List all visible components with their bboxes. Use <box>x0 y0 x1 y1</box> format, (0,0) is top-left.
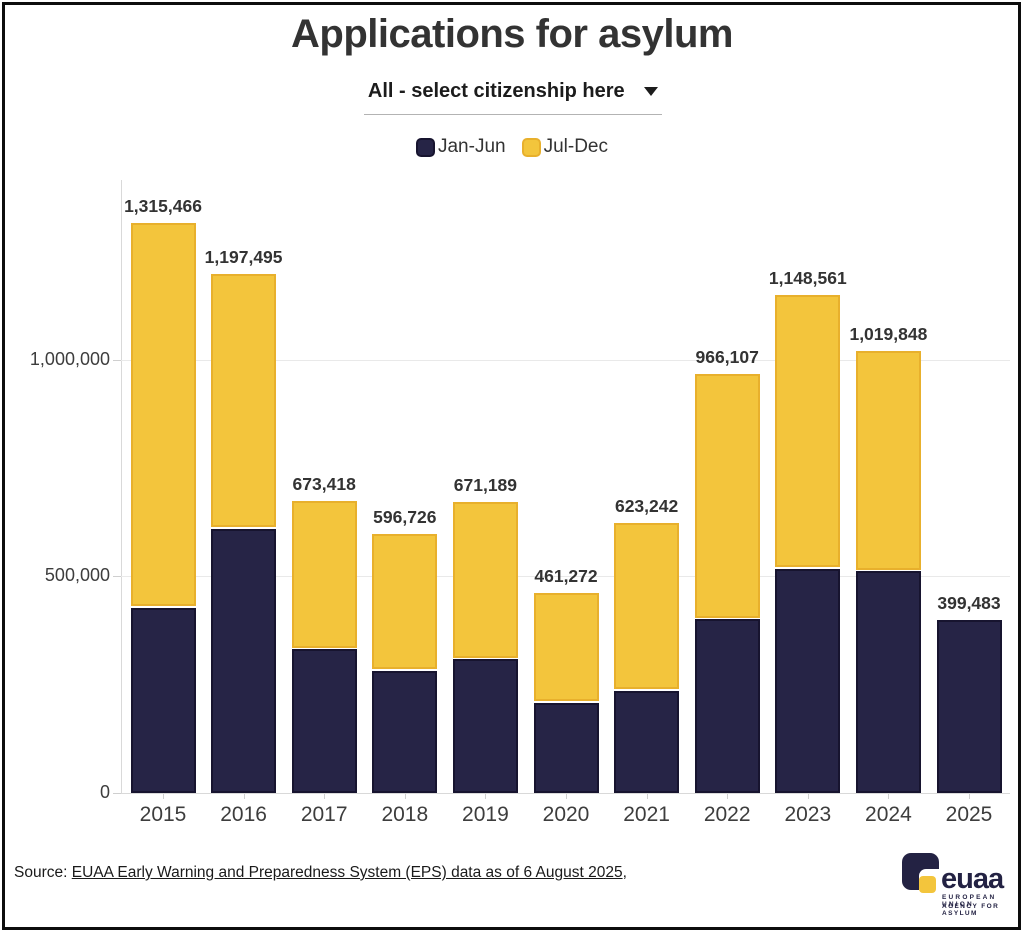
legend-item-jul-dec[interactable]: Jul-Dec <box>521 136 608 158</box>
bar-segment-jul-dec-2017[interactable] <box>291 501 357 648</box>
bar-total-label-2019: 671,189 <box>453 475 518 496</box>
bar-total-label-2016: 1,197,495 <box>204 246 283 267</box>
x-axis-label-2021: 2021 <box>623 803 670 826</box>
bar-total-label-2024: 1,019,848 <box>849 323 928 344</box>
bar-segment-jul-dec-2021[interactable] <box>614 522 680 690</box>
bar-segment-jul-dec-2018[interactable] <box>372 534 438 670</box>
bar-segment-jan-jun-2023[interactable] <box>775 568 841 793</box>
bar-total-label-2015: 1,315,466 <box>124 195 202 216</box>
bar-total-label-2023: 1,148,561 <box>768 268 847 289</box>
legend-item-jan-jun[interactable]: Jan-Jun <box>415 136 506 158</box>
x-axis-label-2016: 2016 <box>220 803 267 826</box>
gridline-1000000 <box>121 359 1010 361</box>
y-axis-tick <box>113 359 121 361</box>
bar-total-label-2017: 673,418 <box>292 474 356 495</box>
x-axis-tick <box>404 794 406 799</box>
bar-segment-jan-jun-2016[interactable] <box>211 528 277 793</box>
bar-segment-jul-dec-2019[interactable] <box>452 502 518 658</box>
bar-segment-jul-dec-2020[interactable] <box>533 593 599 702</box>
source-link[interactable]: EUAA Early Warning and Preparedness Syst… <box>71 864 623 881</box>
citizenship-dropdown[interactable]: All - select citizenship here <box>364 80 662 115</box>
gridline-0 <box>121 793 1010 794</box>
bar-total-label-2022: 966,107 <box>695 347 759 368</box>
bar-segment-jul-dec-2024[interactable] <box>855 350 921 570</box>
legend-label: Jan-Jun <box>437 136 506 157</box>
legend-swatch-icon <box>415 137 435 157</box>
x-axis-label-2024: 2024 <box>865 803 912 826</box>
legend-label: Jul-Dec <box>543 136 608 157</box>
bar-segment-jan-jun-2022[interactable] <box>694 619 760 793</box>
x-axis-tick <box>324 794 326 799</box>
source-prefix: Source: <box>14 864 72 881</box>
y-axis-tick-label: 0 <box>99 782 110 802</box>
source-suffix: , <box>622 864 627 881</box>
y-axis-tick-label: 1,000,000 <box>29 348 110 369</box>
x-axis-tick <box>807 794 809 799</box>
euaa-logo-icon <box>902 853 939 893</box>
x-axis-tick <box>646 794 648 799</box>
x-axis-tick <box>566 794 567 799</box>
bar-segment-jan-jun-2021[interactable] <box>614 690 680 793</box>
gridline-500000 <box>121 576 1010 578</box>
y-axis-tick <box>113 793 121 794</box>
bar-total-label-2018: 596,726 <box>373 507 437 528</box>
x-axis-label-2019: 2019 <box>462 803 509 826</box>
euaa-logo: euaa EUROPEAN UNION AGENCY FOR ASYLUM <box>902 852 1012 917</box>
bar-total-label-2020: 461,272 <box>534 566 598 587</box>
x-axis-label-2022: 2022 <box>703 803 751 826</box>
bar-segment-jan-jun-2015[interactable] <box>130 607 196 793</box>
euaa-tagline-line1: EUROPEAN UNION <box>942 894 997 908</box>
citizenship-dropdown-label: All - select citizenship here <box>367 80 625 102</box>
x-axis-label-2018: 2018 <box>381 803 429 826</box>
bar-segment-jul-dec-2023[interactable] <box>775 295 841 568</box>
bar-segment-jan-jun-2024[interactable] <box>855 571 921 793</box>
x-axis-tick <box>163 794 164 799</box>
y-axis-tick <box>113 576 121 578</box>
bar-total-label-2025: 399,483 <box>937 592 1001 613</box>
bar-segment-jan-jun-2017[interactable] <box>291 649 357 793</box>
x-axis-label-2025: 2025 <box>945 803 993 826</box>
bar-segment-jan-jun-2018[interactable] <box>372 670 438 793</box>
legend-swatch-icon <box>521 137 541 157</box>
bar-segment-jul-dec-2015[interactable] <box>130 222 196 607</box>
bar-segment-jul-dec-2016[interactable] <box>211 273 277 528</box>
page-title: Applications for asylum <box>291 12 733 56</box>
x-axis-label-2020: 2020 <box>542 803 590 826</box>
bar-segment-jan-jun-2019[interactable] <box>452 659 518 793</box>
x-axis-label-2017: 2017 <box>300 803 348 826</box>
bar-segment-jan-jun-2020[interactable] <box>533 702 599 793</box>
source-note: Source: EUAA Early Warning and Preparedn… <box>14 864 627 882</box>
y-axis-tick-label: 500,000 <box>44 565 110 586</box>
x-axis-tick <box>243 794 245 799</box>
x-axis-tick <box>969 794 970 799</box>
legend: Jan-Jun Jul-Dec <box>0 136 1024 158</box>
x-axis-label-2015: 2015 <box>139 803 187 826</box>
x-axis-label-2023: 2023 <box>784 803 832 826</box>
y-axis-line <box>121 180 122 793</box>
bar-segment-jul-dec-2022[interactable] <box>694 374 760 618</box>
bar-total-label-2021: 623,242 <box>614 495 679 516</box>
euaa-tagline-line2: AGENCY FOR ASYLUM <box>942 903 1000 917</box>
euaa-wordmark: euaa <box>941 863 1004 895</box>
x-axis-tick <box>485 794 487 799</box>
x-axis-tick <box>727 794 729 799</box>
x-axis-tick <box>888 794 890 799</box>
chevron-down-icon <box>644 87 659 96</box>
bar-segment-jan-jun-2025[interactable] <box>936 619 1002 793</box>
